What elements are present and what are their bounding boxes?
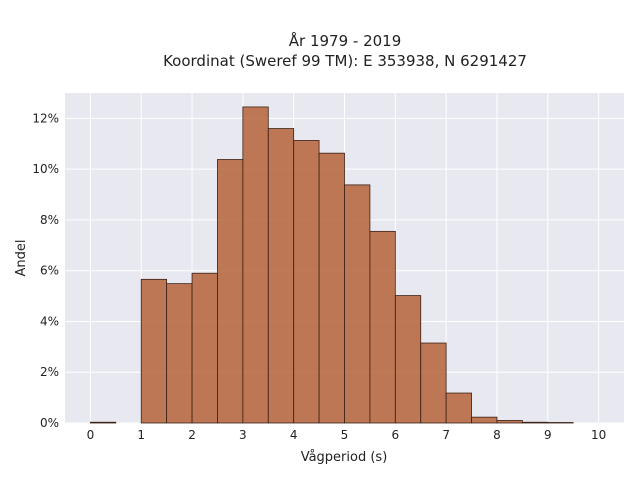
histogram-bar-9 (344, 184, 371, 424)
histogram-bar-4 (217, 159, 244, 424)
y-axis-ticks: 0% 2% 4% 6% 8% 10% 12% (32, 111, 59, 430)
y-axis-label: Andel (14, 240, 29, 277)
histogram-bar-15 (496, 420, 523, 424)
histogram-bar-12 (420, 342, 447, 424)
y-tick-label-3: 6% (40, 264, 59, 278)
histogram-bar-11 (394, 295, 422, 424)
histogram-bar-6 (267, 128, 295, 424)
chart-title-line2: Koordinat (Sweref 99 TM): E 353938, N 62… (163, 52, 527, 70)
x-tick-label-5: 5 (341, 428, 349, 442)
x-tick-label-1: 1 (137, 428, 145, 442)
histogram-bar-7 (293, 140, 320, 424)
x-tick-label-7: 7 (442, 428, 450, 442)
histogram-bar-14 (471, 416, 498, 424)
x-tick-label-2: 2 (188, 428, 196, 442)
histogram-bar-0 (90, 421, 117, 424)
y-tick-label-6: 12% (32, 111, 59, 125)
x-tick-label-3: 3 (239, 428, 247, 442)
x-tick-label-9: 9 (544, 428, 552, 442)
x-tick-label-10: 10 (591, 428, 606, 442)
x-tick-label-6: 6 (391, 428, 399, 442)
histogram-bar-8 (318, 152, 345, 424)
chart-title-line1: År 1979 - 2019 (289, 31, 402, 50)
bars (90, 106, 574, 424)
histogram-bar-17 (547, 422, 574, 424)
histogram-bar-16 (521, 421, 549, 424)
x-axis-label: Vågperiod (s) (301, 450, 388, 465)
histogram-bar-3 (191, 272, 218, 424)
x-axis-ticks: 0 1 2 3 4 5 6 7 8 9 10 (87, 428, 607, 442)
y-tick-label-5: 10% (32, 162, 59, 176)
x-tick-label-8: 8 (493, 428, 501, 442)
histogram-bar-10 (369, 230, 396, 424)
y-tick-label-0: 0% (40, 416, 59, 430)
histogram-bar-13 (445, 392, 472, 424)
x-tick-label-4: 4 (290, 428, 298, 442)
x-tick-label-0: 0 (87, 428, 95, 442)
histogram-bar-2 (166, 283, 193, 424)
y-tick-label-1: 2% (40, 365, 59, 379)
y-tick-label-4: 8% (40, 213, 59, 227)
histogram-bar-1 (140, 278, 168, 424)
histogram-bar-5 (242, 106, 269, 424)
y-tick-label-2: 4% (40, 314, 59, 328)
